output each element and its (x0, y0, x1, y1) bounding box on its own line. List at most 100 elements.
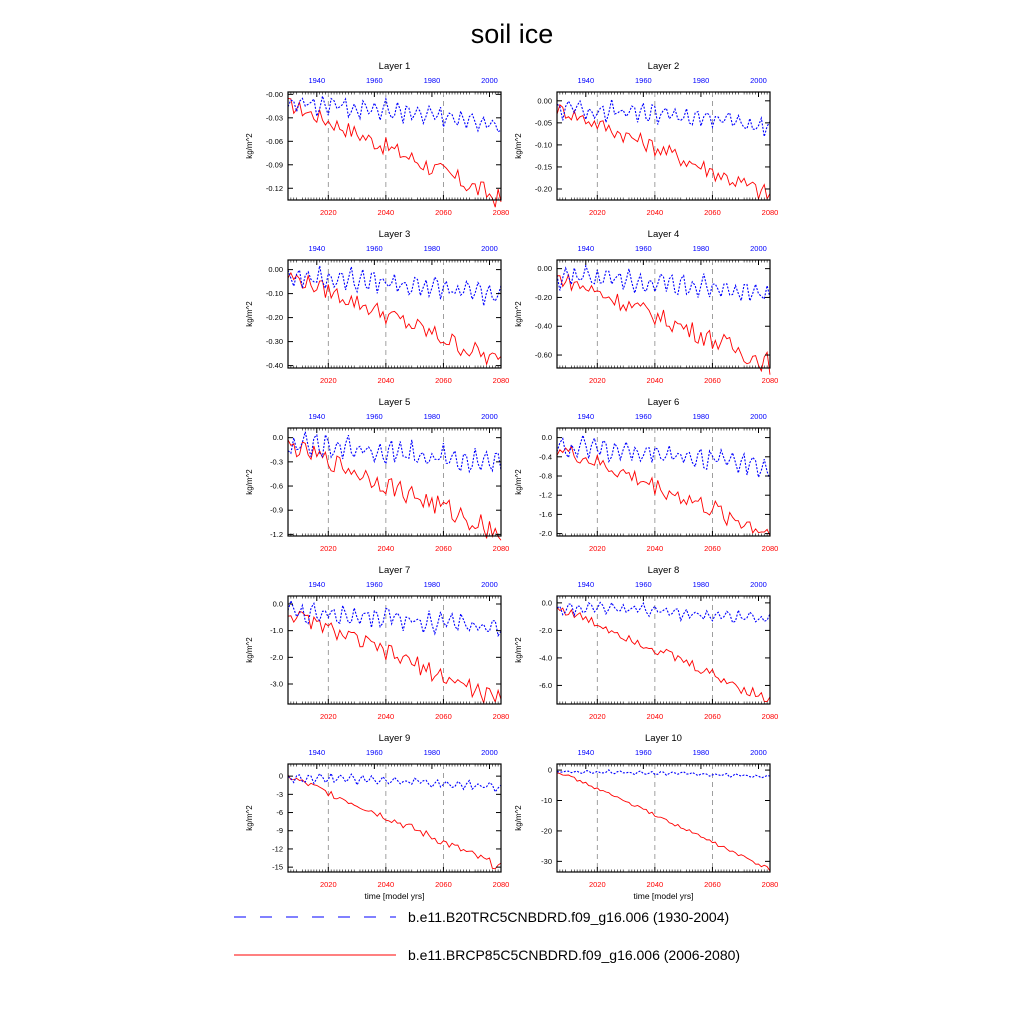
y-tick-label: -0.6 (270, 482, 283, 491)
legend-historical-label: b.e11.B20TRC5CNBDRD.f09_g16.006 (1930-20… (408, 909, 729, 925)
panel-title: Layer 3 (379, 229, 411, 240)
figure-title: soil ice (471, 19, 554, 49)
y-tick-label: -2.0 (539, 626, 552, 635)
series-future-line (556, 445, 771, 537)
y-axis-label: kg/m^2 (514, 805, 523, 831)
panel-title: Layer 6 (648, 397, 680, 408)
top-x-tick-label: 2000 (481, 76, 498, 85)
y-tick-label: -0.40 (535, 322, 552, 331)
x-tick-label: 2060 (435, 880, 452, 889)
y-axis-label: kg/m^2 (245, 637, 254, 663)
x-tick-label: 2040 (378, 544, 395, 553)
panel-layer-8: Layer 8 2020 2040 2060 2080 1940 1960 1980 2000 0… (514, 565, 778, 721)
top-x-tick-label: 2000 (750, 244, 767, 253)
y-axis-label: kg/m^2 (245, 301, 254, 327)
series-historical-line (556, 99, 771, 137)
series-historical-line (556, 433, 771, 480)
top-x-tick-label: 1940 (577, 76, 594, 85)
top-x-tick-label: 1980 (424, 412, 441, 421)
y-tick-label: -3.0 (270, 680, 283, 689)
y-tick-label: -30 (541, 857, 552, 866)
top-x-tick-label: 1980 (424, 580, 441, 589)
y-tick-label: -6 (276, 808, 283, 817)
x-tick-label: 2040 (647, 208, 664, 217)
x-tick-label: 2060 (435, 376, 452, 385)
x-tick-label: 2040 (647, 544, 664, 553)
y-tick-label: -0.10 (266, 289, 283, 298)
y-tick-label: -1.6 (539, 510, 552, 519)
top-x-tick-label: 1940 (308, 412, 325, 421)
x-tick-label: 2020 (589, 880, 606, 889)
y-tick-label: -0.00 (266, 90, 283, 99)
top-x-tick-label: 1960 (366, 580, 383, 589)
panel-layer-10: Layer 10 2020 2040 2060 2080 1940 1960 1980 2000… (514, 733, 778, 901)
x-tick-label: 2040 (647, 880, 664, 889)
panel-layer-3: Layer 3 2020 2040 2060 2080 1940 1960 1980 2000 0… (245, 229, 509, 385)
x-tick-label: 2020 (320, 880, 337, 889)
y-tick-label: 0.00 (537, 96, 552, 105)
x-tick-label: 2080 (762, 376, 779, 385)
y-tick-label: -0.30 (266, 337, 283, 346)
y-tick-label: 0.00 (537, 264, 552, 273)
top-x-tick-label: 1960 (366, 748, 383, 757)
y-tick-label: 0.00 (268, 265, 283, 274)
y-tick-label: 0 (548, 766, 552, 775)
top-x-tick-label: 2000 (750, 748, 767, 757)
y-tick-label: -15 (272, 863, 283, 872)
series-future-line (556, 607, 771, 703)
series-future-line (287, 271, 502, 367)
y-tick-label: -0.03 (266, 113, 283, 122)
x-tick-label: 2060 (704, 880, 721, 889)
plot-frame (287, 595, 502, 705)
series-historical-line (287, 771, 502, 794)
x-tick-label: 2060 (435, 544, 452, 553)
top-x-tick-label: 1980 (424, 244, 441, 253)
x-tick-label: 2080 (762, 712, 779, 721)
y-axis-label: kg/m^2 (514, 469, 523, 495)
y-axis-label: kg/m^2 (245, 805, 254, 831)
x-tick-label: 2060 (704, 712, 721, 721)
panel-layer-9: Layer 9 2020 2040 2060 2080 1940 1960 1980 2000 0… (245, 733, 509, 901)
top-x-tick-label: 2000 (750, 580, 767, 589)
panel-title: Layer 2 (648, 61, 680, 72)
top-x-tick-label: 1960 (366, 76, 383, 85)
panel-layer-4: Layer 4 2020 2040 2060 2080 1940 1960 1980 2000 0… (514, 229, 778, 385)
panel-title: Layer 5 (379, 397, 411, 408)
x-tick-label: 2020 (320, 376, 337, 385)
panel-layer-6: Layer 6 2020 2040 2060 2080 1940 1960 1980 2000 0… (514, 397, 778, 553)
y-tick-label: -1.0 (270, 626, 283, 635)
top-x-tick-label: 1960 (635, 244, 652, 253)
y-tick-label: -0.3 (270, 457, 283, 466)
x-tick-label: 2080 (493, 544, 510, 553)
panel-title: Layer 4 (648, 229, 680, 240)
y-tick-label: -9 (276, 826, 283, 835)
y-tick-label: -0.20 (535, 293, 552, 302)
x-tick-label: 2020 (589, 712, 606, 721)
top-x-tick-label: 2000 (481, 748, 498, 757)
top-x-tick-label: 1940 (308, 76, 325, 85)
panel-title: Layer 10 (645, 733, 682, 744)
top-x-tick-label: 2000 (481, 580, 498, 589)
legend-future-label: b.e11.BRCP85C5CNBDRD.f09_g16.006 (2006-2… (408, 947, 740, 963)
y-tick-label: -0.06 (266, 137, 283, 146)
y-tick-label: -10 (541, 796, 552, 805)
x-tick-label: 2080 (762, 208, 779, 217)
y-axis-label: kg/m^2 (245, 469, 254, 495)
panel-title: Layer 9 (379, 733, 411, 744)
y-tick-label: -12 (272, 844, 283, 853)
x-tick-label: 2060 (704, 208, 721, 217)
y-tick-label: 0.0 (273, 600, 283, 609)
y-tick-label: -20 (541, 826, 552, 835)
x-tick-label: 2020 (589, 544, 606, 553)
y-axis-label: kg/m^2 (514, 301, 523, 327)
top-x-tick-label: 2000 (481, 412, 498, 421)
y-tick-label: -0.40 (266, 361, 283, 370)
top-x-tick-label: 1960 (366, 412, 383, 421)
top-x-tick-label: 1940 (308, 244, 325, 253)
top-x-tick-label: 1980 (693, 748, 710, 757)
x-tick-label: 2060 (704, 376, 721, 385)
top-x-tick-label: 1940 (577, 580, 594, 589)
series-historical-line (556, 769, 771, 779)
x-tick-label: 2040 (378, 712, 395, 721)
